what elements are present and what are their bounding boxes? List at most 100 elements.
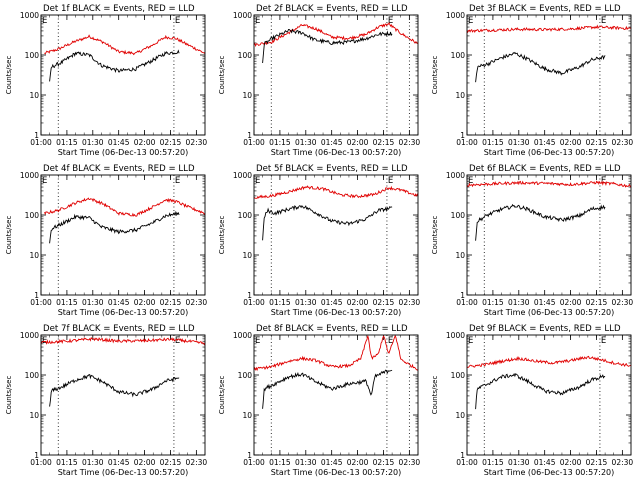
x-tick-label: 02:00 [134, 138, 156, 147]
x-tick-label: 02:30 [612, 458, 634, 467]
y-tick-label: 1000 [20, 11, 39, 20]
chart-title: Det 7f BLACK = Events, RED = LLD [43, 324, 195, 334]
plot-frame [466, 14, 632, 136]
chart-panel: Det 4f BLACK = Events, RED = LLD Counts/s… [5, 164, 207, 317]
y-tick-label: 100 [451, 51, 466, 60]
x-tick-label: 02:15 [160, 298, 182, 307]
y-tick-label: 1000 [233, 171, 252, 180]
event-marker-label: E [388, 336, 393, 346]
event-marker-label: E [255, 336, 260, 346]
event-marker-label: E [468, 336, 473, 346]
y-axis-label: Counts/sec [5, 216, 13, 255]
events-series-line [262, 369, 393, 409]
x-tick-label: 01:30 [82, 138, 104, 147]
y-tick-label: 10 [455, 411, 465, 420]
y-tick-label: 10 [29, 251, 39, 260]
y-tick-label: 100 [238, 371, 253, 380]
y-tick-label: 1 [460, 131, 465, 140]
event-marker-label: E [388, 16, 393, 26]
lld-series-line [44, 34, 206, 56]
x-tick-label: 01:15 [482, 458, 504, 467]
y-tick-label: 1000 [233, 11, 252, 20]
y-tick-label: 1000 [446, 171, 465, 180]
event-marker-label: E [601, 176, 606, 186]
x-tick-label: 01:30 [508, 138, 530, 147]
x-tick-label: 01:30 [295, 458, 317, 467]
chart-title: Det 6f BLACK = Events, RED = LLD [469, 164, 621, 174]
y-tick-label: 10 [29, 91, 39, 100]
events-series-line [49, 210, 180, 244]
x-tick-label: 02:15 [160, 138, 182, 147]
plot-frame [253, 14, 419, 136]
y-tick-label: 1 [34, 131, 39, 140]
y-tick-label: 1000 [446, 331, 465, 340]
y-axis-label: Counts/sec [431, 216, 439, 255]
y-axis-label: Counts/sec [218, 376, 226, 415]
x-tick-label: 01:15 [482, 298, 504, 307]
x-tick-label: 02:00 [134, 458, 156, 467]
lld-series-line [44, 197, 206, 217]
x-axis-label: Start Time (06-Dec-13 00:57:20) [271, 468, 402, 477]
x-tick-label: 01:45 [534, 458, 556, 467]
events-series-line [49, 374, 180, 407]
x-tick-label: 01:30 [82, 458, 104, 467]
x-tick-label: 01:15 [269, 458, 291, 467]
x-tick-label: 01:15 [56, 298, 78, 307]
x-tick-label: 02:00 [347, 298, 369, 307]
x-tick-label: 01:30 [508, 298, 530, 307]
y-tick-label: 100 [451, 211, 466, 220]
events-series-line [475, 203, 606, 241]
event-marker-label: E [175, 336, 180, 346]
x-tick-label: 02:00 [560, 138, 582, 147]
y-axis-label: Counts/sec [218, 56, 226, 95]
x-tick-label: 02:30 [399, 298, 421, 307]
plot-frame [253, 334, 419, 456]
x-tick-label: 01:15 [269, 138, 291, 147]
plot-frame [253, 174, 419, 296]
y-tick-label: 1000 [233, 331, 252, 340]
x-tick-label: 01:45 [321, 298, 343, 307]
x-tick-label: 01:30 [508, 458, 530, 467]
x-axis-label: Start Time (06-Dec-13 00:57:20) [271, 148, 402, 157]
events-series-line [475, 372, 606, 410]
x-axis-label: Start Time (06-Dec-13 00:57:20) [484, 148, 615, 157]
y-tick-label: 1000 [20, 331, 39, 340]
events-series-line [475, 51, 606, 83]
x-tick-label: 01:00 [243, 458, 265, 467]
x-tick-label: 01:45 [534, 298, 556, 307]
chart-panel: Det 6f BLACK = Events, RED = LLD Counts/s… [431, 164, 633, 317]
event-marker-label: E [388, 176, 393, 186]
x-tick-label: 01:30 [295, 138, 317, 147]
y-tick-label: 1000 [446, 11, 465, 20]
x-tick-label: 02:15 [586, 138, 608, 147]
x-axis-label: Start Time (06-Dec-13 00:57:20) [58, 468, 189, 477]
event-marker-label: E [468, 16, 473, 26]
chart-panel: Det 3f BLACK = Events, RED = LLD Counts/s… [431, 4, 633, 157]
x-tick-label: 01:45 [321, 138, 343, 147]
x-tick-label: 02:30 [186, 138, 208, 147]
x-tick-label: 01:00 [30, 298, 52, 307]
x-tick-label: 01:15 [56, 458, 78, 467]
x-tick-label: 02:30 [186, 298, 208, 307]
y-tick-label: 100 [25, 51, 40, 60]
y-tick-label: 1 [34, 451, 39, 460]
x-tick-label: 02:00 [347, 138, 369, 147]
y-tick-label: 10 [242, 91, 252, 100]
chart-title: Det 4f BLACK = Events, RED = LLD [43, 164, 195, 174]
x-tick-label: 02:30 [399, 458, 421, 467]
event-marker-label: E [601, 336, 606, 346]
chart-panel: Det 8f BLACK = Events, RED = LLD Counts/s… [218, 324, 420, 477]
y-axis-label: Counts/sec [5, 376, 13, 415]
event-marker-label: E [255, 176, 260, 186]
x-tick-label: 01:15 [482, 138, 504, 147]
x-tick-label: 01:00 [456, 458, 478, 467]
x-tick-label: 01:00 [243, 138, 265, 147]
x-axis-label: Start Time (06-Dec-13 00:57:20) [58, 308, 189, 317]
x-axis-label: Start Time (06-Dec-13 00:57:20) [271, 308, 402, 317]
event-marker-label: E [42, 336, 47, 346]
chart-panel: Det 5f BLACK = Events, RED = LLD Counts/s… [218, 164, 420, 317]
plot-frame [466, 174, 632, 296]
y-tick-label: 10 [242, 251, 252, 260]
chart-title: Det 1f BLACK = Events, RED = LLD [43, 4, 195, 14]
